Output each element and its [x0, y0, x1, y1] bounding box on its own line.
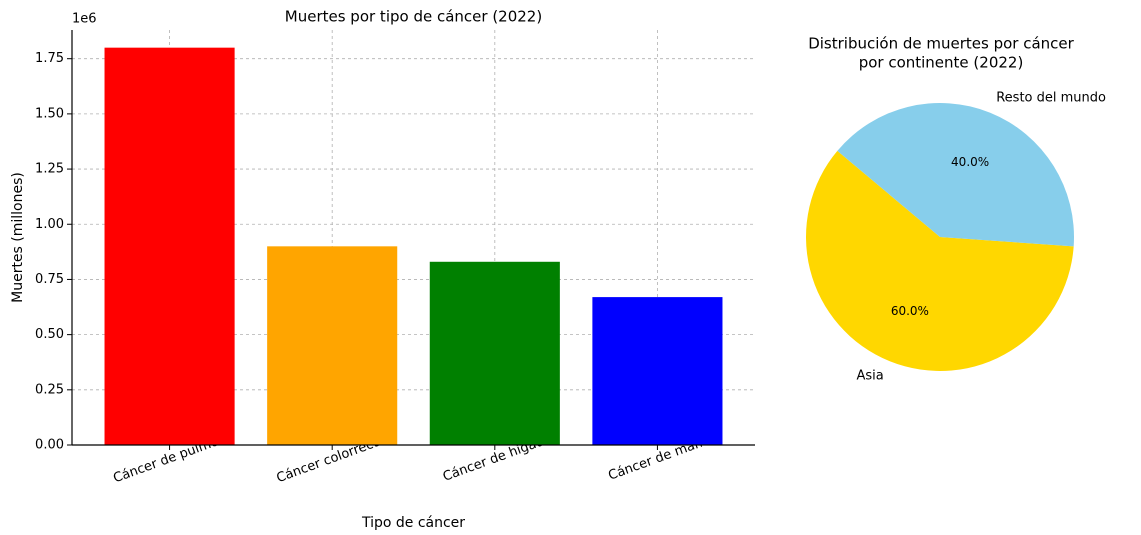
bar [267, 246, 398, 445]
pie-slice [806, 150, 1074, 371]
y-tick-label: 0.25 [35, 382, 64, 397]
chart-title: Muertes por tipo de cáncer (2022) [285, 8, 542, 26]
chart-title: por continente (2022) [859, 54, 1024, 72]
slice-label: Resto del mundo [996, 90, 1106, 105]
y-tick-label: 1.75 [35, 51, 64, 66]
pie-slice [837, 102, 1074, 247]
y-tick-label: 0.75 [35, 272, 64, 287]
chart-title: Distribución de muertes por cáncer [808, 35, 1074, 53]
y-tick-label: 1.25 [35, 162, 64, 177]
y-axis-label: Muertes (millones) [10, 172, 26, 303]
slice-label: Asia [857, 369, 884, 384]
y-tick-label: 0.00 [35, 438, 64, 453]
y-tick-label: 1.00 [35, 217, 64, 232]
y-tick-label: 0.50 [35, 327, 64, 342]
x-axis-label: Tipo de cáncer [361, 515, 465, 531]
value-label: 60.0% [891, 304, 929, 318]
value-label: 40.0% [951, 155, 989, 169]
bar [104, 47, 235, 445]
offset-label: 1e6 [72, 12, 97, 27]
y-tick-label: 1.50 [35, 106, 64, 121]
bar [592, 297, 723, 445]
bar [429, 261, 560, 445]
